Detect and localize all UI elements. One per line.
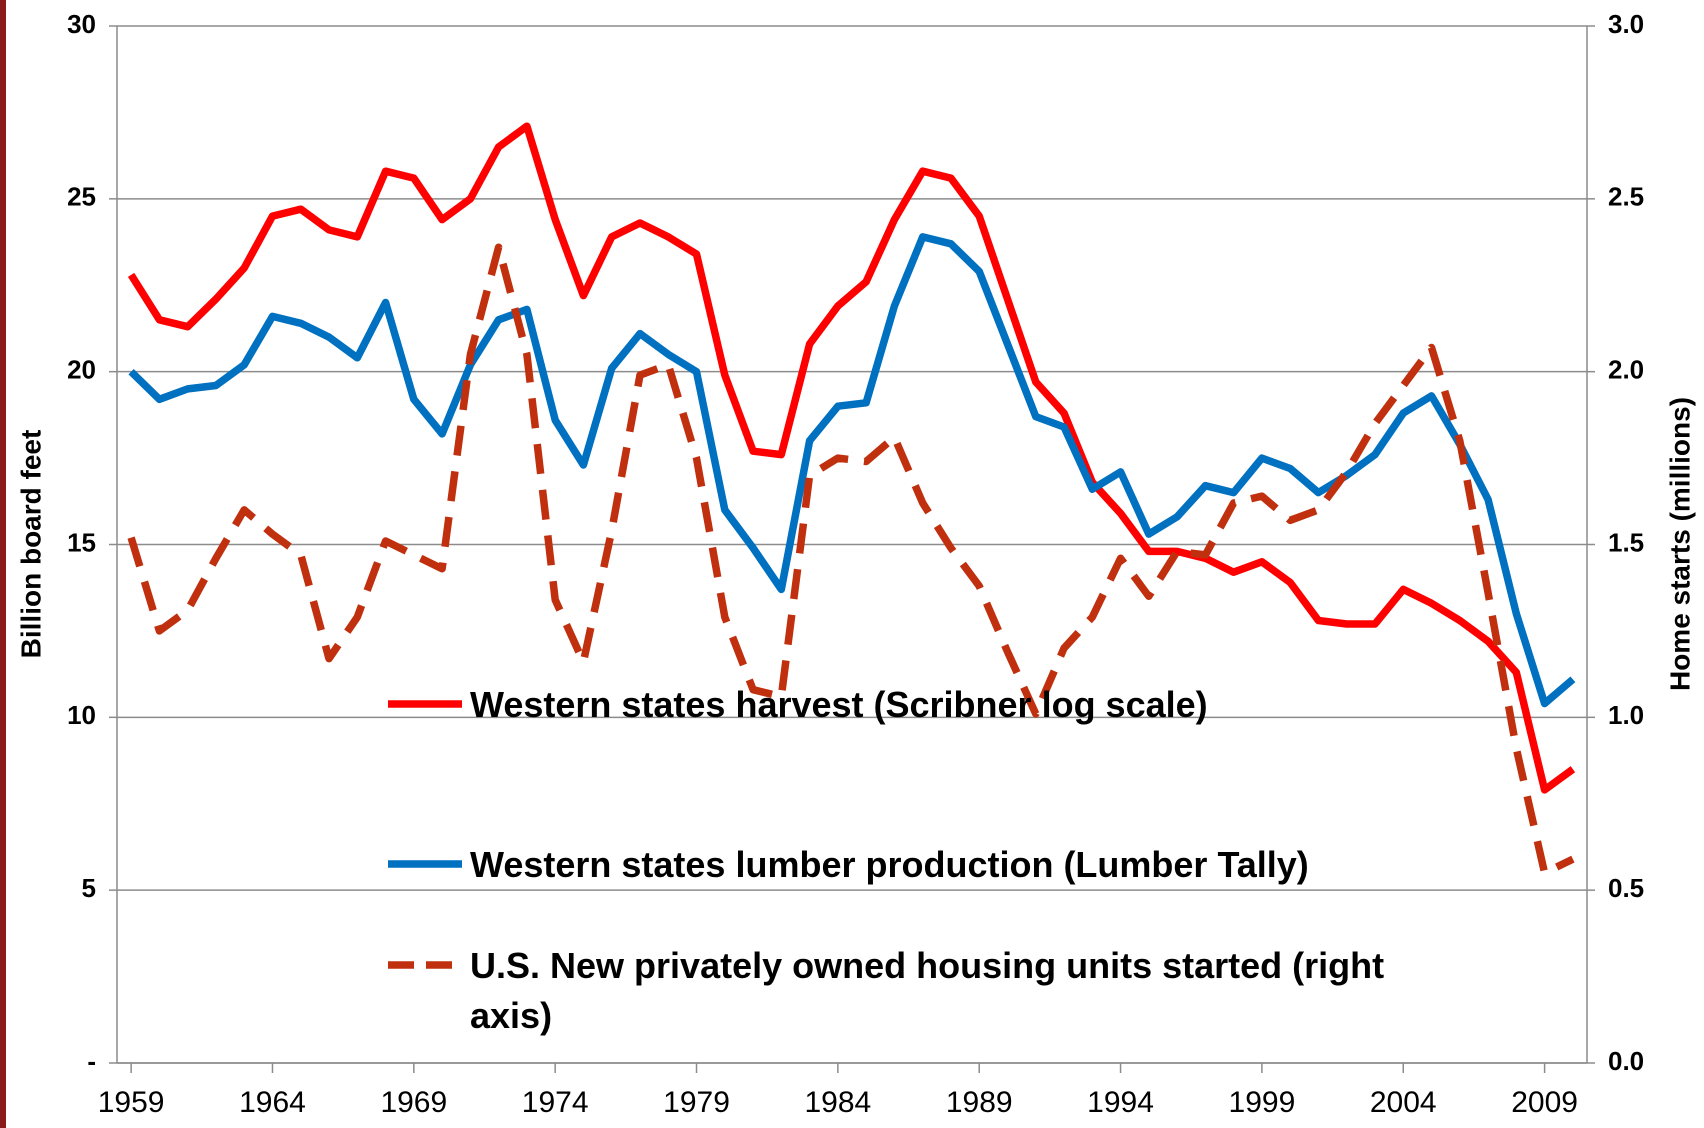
x-tick-label: 1989 xyxy=(946,1086,1013,1119)
y2-tick-label: 2.0 xyxy=(1608,355,1644,385)
legend-item: U.S. New privately owned housing units s… xyxy=(386,941,1446,1041)
y2-tick-label: 0.5 xyxy=(1608,873,1644,903)
x-tick-label: 1979 xyxy=(663,1086,730,1119)
x-tick-label: 2004 xyxy=(1370,1086,1437,1119)
legend-label: Western states lumber production (Lumber… xyxy=(470,844,1309,885)
y2-tick-label: 1.5 xyxy=(1608,527,1644,557)
series-line xyxy=(127,243,1575,877)
series-line xyxy=(128,233,1576,708)
legend-item: Western states lumber production (Lumber… xyxy=(386,840,1446,890)
y2-tick-label: 2.5 xyxy=(1608,182,1644,212)
y2-tick-label: 3.0 xyxy=(1608,9,1644,39)
y-tick-label: 25 xyxy=(67,182,96,212)
edge-bar xyxy=(0,0,6,1128)
legend-item: Western states harvest (Scribner log sca… xyxy=(386,680,1446,730)
y2-tick-label: 1.0 xyxy=(1608,700,1644,730)
y-tick-label: - xyxy=(87,1046,96,1076)
x-tick-label: 1984 xyxy=(804,1086,871,1119)
legend-swatch xyxy=(388,961,462,969)
x-tick-label: 1994 xyxy=(1087,1086,1154,1119)
y2-axis-title: Home starts (millions) xyxy=(1664,397,1695,691)
y-tick-label: 10 xyxy=(67,700,96,730)
y-tick-label: 15 xyxy=(67,527,96,557)
x-tick-label: 1969 xyxy=(380,1086,447,1119)
y-axis-title: Billion board feet xyxy=(15,430,46,659)
series-line xyxy=(127,122,1576,794)
y-tick-label: 5 xyxy=(82,873,96,903)
x-tick-label: 1959 xyxy=(98,1086,165,1119)
y-tick-label: 20 xyxy=(67,355,96,385)
legend-swatch xyxy=(388,700,462,708)
x-tick-label: 1974 xyxy=(522,1086,589,1119)
legend-label: U.S. New privately owned housing units s… xyxy=(470,945,1385,1036)
x-tick-label: 1999 xyxy=(1229,1086,1296,1119)
y2-tick-label: 0.0 xyxy=(1608,1046,1644,1076)
legend-label: Western states harvest (Scribner log sca… xyxy=(470,684,1208,725)
legend-swatch xyxy=(388,860,462,868)
x-tick-label: 1964 xyxy=(239,1086,306,1119)
y-tick-label: 30 xyxy=(67,9,96,39)
x-tick-label: 2009 xyxy=(1511,1086,1578,1119)
